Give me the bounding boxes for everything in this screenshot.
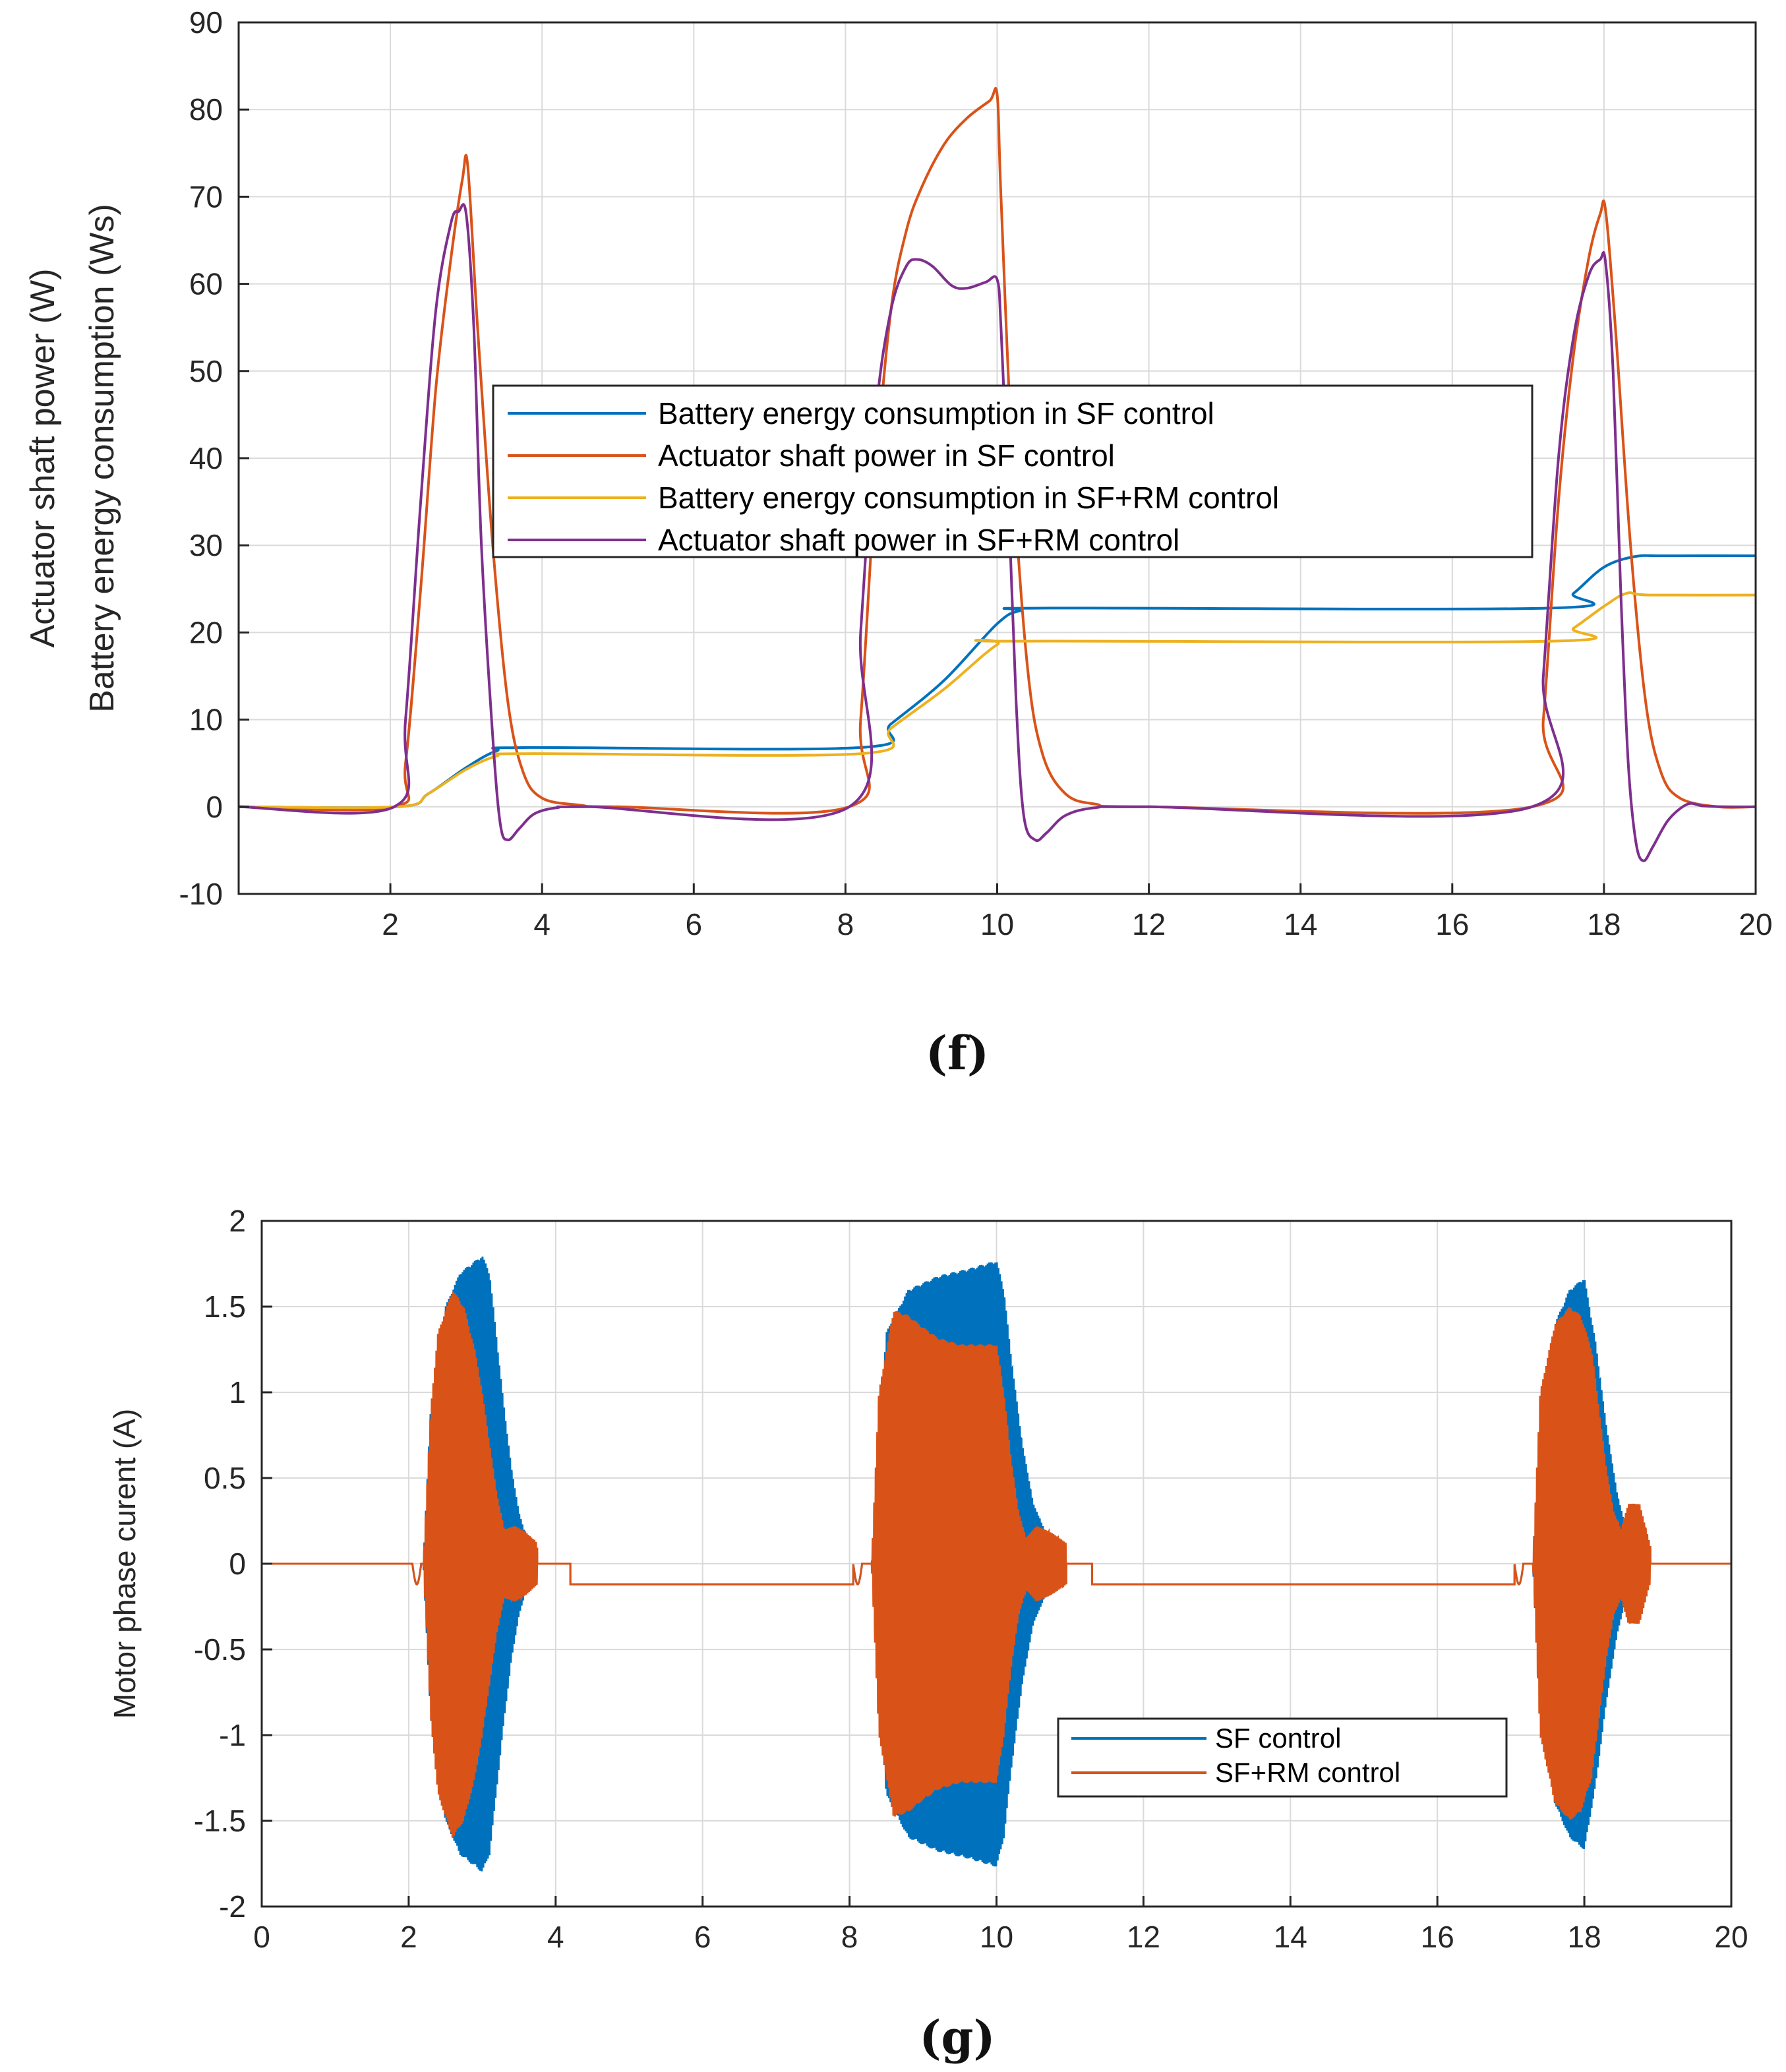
f-legend-label-2: Actuator shaft power in SF control bbox=[658, 438, 1115, 473]
f-ytick-label: 40 bbox=[189, 441, 223, 475]
f-xtick-label: 4 bbox=[533, 907, 551, 941]
f-ytick-label: 50 bbox=[189, 354, 223, 388]
f-ytick-label: 10 bbox=[189, 703, 223, 737]
f-caption: (f) bbox=[926, 1026, 989, 1080]
f-ytick-label: 20 bbox=[189, 615, 223, 649]
f-ytick-label: 60 bbox=[189, 267, 223, 301]
f-ylabel-line1: Actuator shaft power (W) bbox=[24, 268, 62, 647]
g-ytick-label: -0.5 bbox=[194, 1632, 246, 1667]
f-ticks: 2 4 6 8 10 12 14 16 18 20 -10 0 10 20 30 40 50 60 70 80 90 bbox=[179, 5, 1773, 941]
chart-f: 2 4 6 8 10 12 14 16 18 20 -10 0 10 20 30 40 50 60 70 80 90 A… bbox=[24, 5, 1773, 1080]
f-xtick-label: 14 bbox=[1284, 907, 1317, 941]
f-xtick-label: 10 bbox=[980, 907, 1014, 941]
f-legend-label-4: Actuator shaft power in SF+RM control bbox=[658, 523, 1179, 557]
f-ylabel-line2: Battery energy consumption (Ws) bbox=[83, 204, 121, 713]
g-xtick-label: 20 bbox=[1714, 1920, 1748, 1954]
f-series-4-line bbox=[238, 203, 1756, 862]
g-caption: (g) bbox=[919, 2010, 995, 2065]
f-xtick-label: 20 bbox=[1739, 907, 1772, 941]
g-ylabel: Motor phase curent (A) bbox=[107, 1409, 142, 1719]
g-ytick-label: -2 bbox=[219, 1889, 246, 1924]
g-xtick-label: 12 bbox=[1127, 1920, 1160, 1954]
f-series-2-line bbox=[238, 87, 1756, 815]
f-ytick-label: 70 bbox=[189, 179, 223, 214]
g-xtick-label: 2 bbox=[400, 1920, 417, 1954]
g-xtick-label: 0 bbox=[253, 1920, 270, 1954]
g-series-2-line bbox=[262, 1291, 1731, 1837]
f-xtick-label: 6 bbox=[686, 907, 703, 941]
g-ytick-label: 1 bbox=[229, 1375, 246, 1409]
f-legend-box bbox=[492, 384, 1533, 558]
f-ytick-label: 30 bbox=[189, 528, 223, 562]
f-ytick-label: 0 bbox=[206, 790, 223, 824]
f-xtick-label: 8 bbox=[837, 907, 854, 941]
g-ytick-label: 0 bbox=[229, 1547, 246, 1581]
f-lines bbox=[238, 87, 1756, 862]
f-legend-label-1: Battery energy consumption in SF control bbox=[658, 396, 1214, 430]
g-xtick-label: 4 bbox=[547, 1920, 564, 1954]
g-legend: SF control SF+RM control bbox=[1057, 1717, 1508, 1798]
g-ytick-label: 1.5 bbox=[204, 1289, 246, 1324]
g-ytick-label: 2 bbox=[229, 1204, 246, 1238]
g-xtick-label: 14 bbox=[1274, 1920, 1307, 1954]
f-xtick-label: 12 bbox=[1132, 907, 1166, 941]
g-legend-label-1: SF control bbox=[1215, 1723, 1341, 1754]
g-ytick-label: -1 bbox=[219, 1718, 246, 1752]
f-series-3-line bbox=[238, 591, 1756, 810]
g-ytick-label: -1.5 bbox=[194, 1804, 246, 1838]
f-series-1-line bbox=[238, 554, 1756, 810]
g-xtick-label: 6 bbox=[694, 1920, 711, 1954]
f-xtick-label: 18 bbox=[1587, 907, 1621, 941]
g-xtick-label: 10 bbox=[980, 1920, 1013, 1954]
g-xtick-label: 18 bbox=[1568, 1920, 1601, 1954]
g-xtick-label: 16 bbox=[1421, 1920, 1454, 1954]
f-legend: Battery energy consumption in SF control… bbox=[492, 384, 1533, 558]
g-ticks: 0 2 4 6 8 10 12 14 16 18 20 -2 -1.5 -1 -0.5 0 0.5 1 1.5 2 bbox=[194, 1204, 1748, 1954]
f-ytick-label: -10 bbox=[179, 877, 223, 911]
f-legend-label-3: Battery energy consumption in SF+RM cont… bbox=[658, 481, 1279, 515]
f-xtick-label: 16 bbox=[1435, 907, 1469, 941]
g-lines bbox=[262, 1257, 1731, 1872]
f-ytick-label: 80 bbox=[189, 92, 223, 127]
f-xtick-label: 2 bbox=[382, 907, 399, 941]
g-ytick-label: 0.5 bbox=[204, 1461, 246, 1495]
f-ytick-label: 90 bbox=[189, 5, 223, 40]
g-legend-box bbox=[1057, 1717, 1508, 1798]
g-xtick-label: 8 bbox=[841, 1920, 858, 1954]
g-legend-label-2: SF+RM control bbox=[1215, 1757, 1400, 1788]
chart-g: 0 2 4 6 8 10 12 14 16 18 20 -2 -1.5 -1 -0.5 0 0.5 1 1.5 2 M… bbox=[107, 1204, 1748, 2065]
